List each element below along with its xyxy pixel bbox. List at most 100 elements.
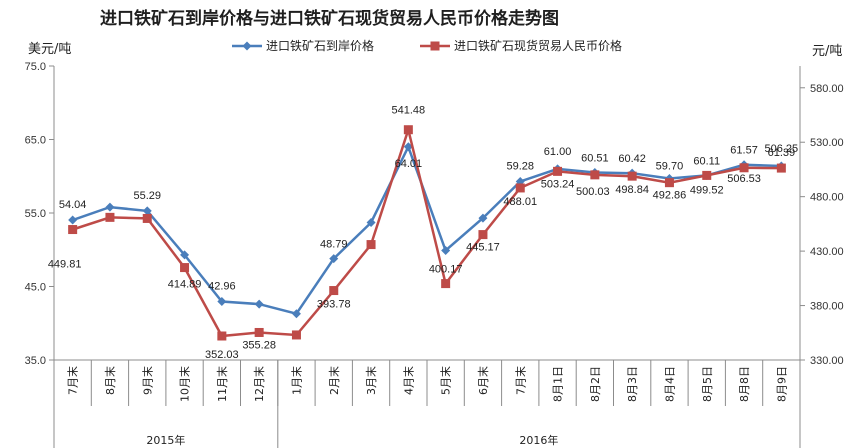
legend-rmb-label: 进口铁矿石现货贸易人民币价格 <box>454 38 622 53</box>
rmb-price-point <box>739 163 749 173</box>
category-label: 8月2日 <box>589 366 602 402</box>
rmb-price-point <box>180 263 190 273</box>
right-tick-label: 380.00 <box>810 301 844 313</box>
rmb-data-label: 500.03 <box>576 186 610 198</box>
rmb-price-point <box>142 213 152 223</box>
category-label: 8月9日 <box>775 366 788 402</box>
rmb-data-label: 541.48 <box>392 105 426 117</box>
rmb-price-point <box>254 327 264 337</box>
year-group-label: 2015年 <box>146 433 185 447</box>
category-label: 8月4日 <box>663 366 676 402</box>
category-label: 9月末 <box>140 366 154 395</box>
rmb-price-point <box>366 240 376 250</box>
category-label: 8月3日 <box>626 366 639 402</box>
rmb-data-label: 492.86 <box>653 190 687 202</box>
rmb-price-point <box>217 331 227 341</box>
rmb-data-label: 488.01 <box>503 196 537 208</box>
rmb-price-point <box>441 279 451 289</box>
rmb-price-point <box>664 178 674 188</box>
rmb-price-point <box>776 163 786 173</box>
category-label: 7月末 <box>66 366 80 395</box>
rmb-price-point <box>403 125 413 135</box>
rmb-price-line <box>72 125 782 338</box>
rmb-price-point <box>590 170 600 180</box>
rmb-data-label: 393.78 <box>317 299 351 311</box>
rmb-price-point <box>627 171 637 181</box>
legend-usd-label: 进口铁矿石到岸价格 <box>266 38 374 53</box>
rmb-data-label: 400.17 <box>429 264 463 276</box>
usd-price-point <box>254 299 264 309</box>
year-group-label: 2016年 <box>519 433 558 447</box>
rmb-price-point <box>515 183 525 193</box>
rmb-data-label: 506.53 <box>727 173 761 185</box>
rmb-data-label: 449.81 <box>48 259 82 271</box>
rmb-data-label: 445.17 <box>466 242 500 254</box>
category-label: 8月8日 <box>738 366 751 402</box>
legend-rmb-marker <box>430 41 440 51</box>
rmb-price-point <box>553 166 563 176</box>
usd-data-label: 54.04 <box>59 199 87 211</box>
rmb-data-label: 499.52 <box>690 184 724 196</box>
category-label: 1月末 <box>289 366 303 395</box>
legend-usd-marker <box>242 41 252 51</box>
usd-price-line <box>72 143 782 316</box>
right-tick-label: 580.00 <box>810 83 844 95</box>
rmb-price-point <box>68 225 78 235</box>
usd-data-label: 60.51 <box>581 153 609 165</box>
usd-data-label: 59.70 <box>656 160 684 172</box>
left-tick-label: 75.0 <box>25 61 46 73</box>
usd-data-label: 42.96 <box>208 280 236 292</box>
rmb-price-point <box>105 212 115 222</box>
rmb-price-point <box>478 230 488 240</box>
usd-price-point <box>68 215 78 225</box>
usd-data-label: 64.01 <box>395 158 423 170</box>
right-tick-label: 480.00 <box>810 192 844 204</box>
usd-price-point <box>291 309 301 319</box>
usd-data-label: 61.00 <box>544 146 572 158</box>
category-label: 11月末 <box>215 366 229 402</box>
rmb-data-label: 414.89 <box>168 279 202 291</box>
right-tick-label: 430.00 <box>810 246 844 258</box>
rmb-data-label: 506.25 <box>765 143 799 155</box>
rmb-data-label: 503.24 <box>541 178 575 190</box>
category-label: 4月末 <box>401 366 415 395</box>
category-label: 2月末 <box>327 366 341 395</box>
usd-price-point <box>403 142 413 152</box>
chart-title: 进口铁矿石到岸价格与进口铁矿石现货贸易人民币价格走势图 <box>100 9 559 29</box>
category-label: 3月末 <box>364 366 378 395</box>
category-label: 5月末 <box>439 366 453 395</box>
right-axis-unit: 元/吨 <box>812 44 843 59</box>
category-label: 7月末 <box>513 366 527 395</box>
category-label: 6月末 <box>476 366 490 395</box>
left-tick-label: 35.0 <box>25 355 46 367</box>
usd-price-point <box>478 213 488 223</box>
left-axis-unit: 美元/吨 <box>28 42 72 57</box>
category-label: 8月末 <box>103 366 117 395</box>
usd-data-label: 59.28 <box>506 161 534 173</box>
category-label: 8月5日 <box>701 366 714 402</box>
left-tick-label: 55.0 <box>25 208 46 220</box>
usd-price-point <box>105 202 115 212</box>
category-label: 8月1日 <box>552 366 565 402</box>
left-tick-label: 65.0 <box>25 135 46 147</box>
rmb-data-label: 355.28 <box>242 339 276 351</box>
category-label: 10月末 <box>178 366 192 402</box>
rmb-price-point <box>329 286 339 296</box>
category-label: 12月末 <box>252 366 266 402</box>
usd-price-point <box>366 218 376 228</box>
rmb-price-point <box>291 330 301 340</box>
usd-price-point <box>217 296 227 306</box>
rmb-data-label: 352.03 <box>205 349 239 361</box>
usd-data-label: 55.29 <box>133 190 161 202</box>
usd-price-point <box>441 245 451 255</box>
usd-data-label: 60.11 <box>693 155 720 167</box>
right-tick-label: 530.00 <box>810 137 844 149</box>
usd-price-point <box>180 250 190 260</box>
rmb-price-point <box>702 170 712 180</box>
usd-data-label: 48.79 <box>320 239 348 251</box>
usd-price-point <box>142 206 152 216</box>
usd-data-label: 60.42 <box>618 153 646 165</box>
usd-price-point <box>329 254 339 264</box>
usd-data-label: 61.39 <box>768 147 796 159</box>
usd-data-label: 61.57 <box>730 145 758 157</box>
